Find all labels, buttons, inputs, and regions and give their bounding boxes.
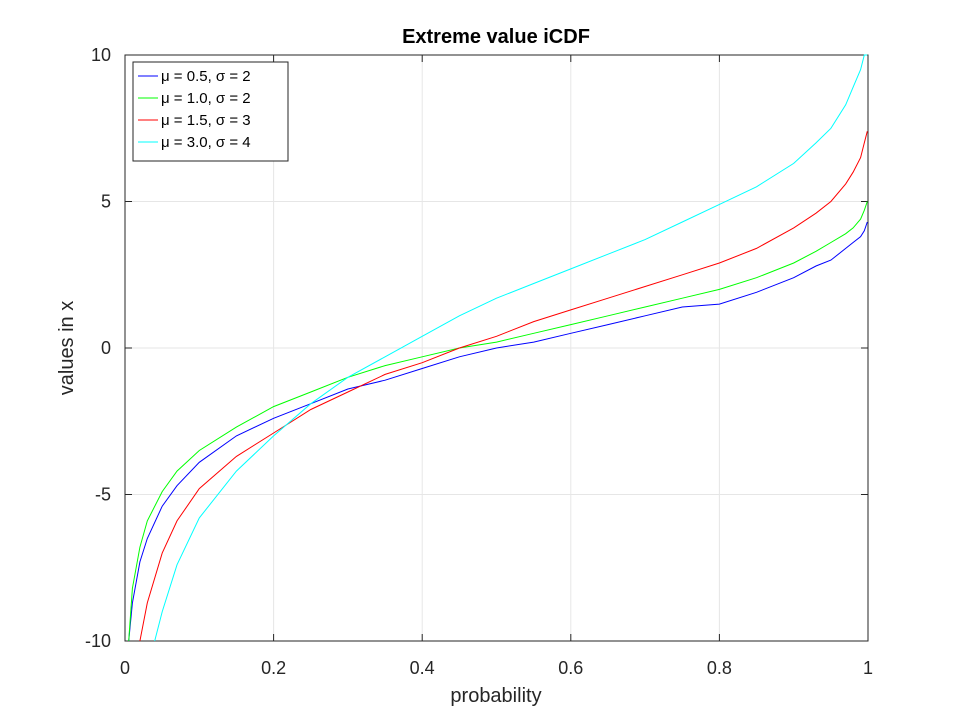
y-tick-label: 10 bbox=[91, 45, 111, 65]
y-tick-label: -5 bbox=[95, 485, 111, 505]
series-group bbox=[128, 54, 868, 642]
series-line-4 bbox=[154, 54, 868, 642]
chart-title: Extreme value iCDF bbox=[402, 26, 590, 48]
x-tick-label: 0.6 bbox=[558, 658, 583, 678]
series-line-1 bbox=[128, 221, 868, 642]
axis-ticks bbox=[124, 54, 869, 642]
y-tick-label: 0 bbox=[101, 338, 111, 358]
x-axis-label: probability bbox=[450, 685, 541, 707]
series-line-2 bbox=[128, 201, 868, 642]
series-line-3 bbox=[139, 131, 868, 642]
legend-box bbox=[132, 61, 289, 162]
legend: μ = 0.5, σ = 2 μ = 1.0, σ = 2 μ = 1.5, σ =… bbox=[132, 61, 289, 162]
legend-label-2: μ = 1.0, σ = 2 bbox=[161, 90, 251, 107]
y-axis-label: values in x bbox=[56, 301, 78, 396]
legend-label-1: μ = 0.5, σ = 2 bbox=[161, 68, 251, 85]
legend-label-3: μ = 1.5, σ = 3 bbox=[161, 112, 251, 129]
x-tick-label: 0.4 bbox=[410, 658, 435, 678]
y-tick-label: 5 bbox=[101, 192, 111, 212]
x-tick-label: 0.2 bbox=[261, 658, 286, 678]
tick-labels: 0 0.2 0.4 0.6 0.8 1 -10 -5 0 5 10 bbox=[85, 45, 873, 678]
y-tick-label: -10 bbox=[85, 631, 111, 651]
x-tick-label: 0 bbox=[120, 658, 130, 678]
x-tick-label: 1 bbox=[863, 658, 873, 678]
x-tick-label: 0.8 bbox=[707, 658, 732, 678]
legend-label-4: μ = 3.0, σ = 4 bbox=[161, 134, 251, 151]
